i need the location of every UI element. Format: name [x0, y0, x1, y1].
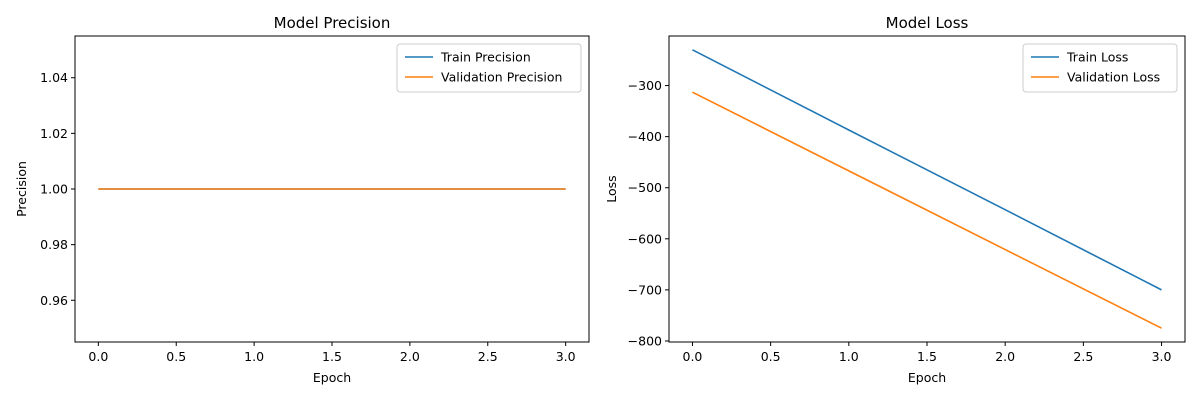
x-tick-label: 3.0	[556, 349, 576, 364]
x-tick-label: 1.5	[322, 349, 342, 364]
x-tick-label: 2.0	[400, 349, 420, 364]
chart-title: Model Loss	[886, 14, 969, 32]
y-axis-label: Loss	[604, 175, 619, 202]
y-tick-label: −500	[628, 180, 662, 195]
y-tick-label: −800	[628, 333, 662, 348]
y-axis-label: Precision	[14, 161, 29, 217]
x-tick-label: 2.5	[1073, 349, 1093, 364]
legend-box	[396, 43, 582, 93]
x-tick-label: 2.0	[995, 349, 1015, 364]
x-tick-label: 0.5	[166, 349, 186, 364]
y-tick-label: −400	[628, 129, 662, 144]
legend: Train Loss Validation Loss	[1022, 43, 1178, 93]
y-tick-label: 0.98	[40, 237, 68, 252]
series-line-2	[692, 91, 1162, 329]
legend-label: Validation Precision	[441, 70, 562, 85]
chart-title: Model Precision	[274, 14, 391, 32]
x-tick-label: 0.0	[88, 349, 108, 364]
x-tick-label: 1.0	[244, 349, 264, 364]
x-tick-label: 0.5	[761, 349, 781, 364]
y-tick-label: 1.04	[40, 70, 68, 85]
x-axis-label: Epoch	[908, 370, 946, 385]
y-tick-label: −300	[628, 78, 662, 93]
legend: Train Precision Validation Precision	[396, 43, 582, 93]
legend-box	[1022, 43, 1178, 93]
x-tick-label: 1.5	[917, 349, 937, 364]
x-axis-label: Epoch	[313, 370, 351, 385]
legend-label: Train Precision	[440, 50, 531, 65]
chart-panel-2: 0.0 0.5 1.0 1.5 2.0 2.5 3.0 −300 −400 −500 −600 −70…	[604, 14, 1186, 385]
legend-label: Train Loss	[1066, 50, 1128, 65]
chart-panel-1: 0.0 0.5 1.0 1.5 2.0 2.5 3.0 0.96 0.98 1.00 1.02 1.0…	[14, 14, 590, 385]
x-tick-label: 2.5	[478, 349, 498, 364]
x-tick-label: 1.0	[839, 349, 859, 364]
y-tick-label: −600	[628, 231, 662, 246]
x-tick-label: 3.0	[1152, 349, 1172, 364]
series-line-1	[692, 49, 1162, 291]
y-tick-label: 1.00	[40, 182, 68, 197]
y-tick-label: 0.96	[40, 293, 68, 308]
x-tick-label: 0.0	[683, 349, 703, 364]
y-tick-label: −700	[628, 282, 662, 297]
y-tick-label: 1.02	[40, 126, 68, 141]
legend-label: Validation Loss	[1067, 70, 1160, 85]
